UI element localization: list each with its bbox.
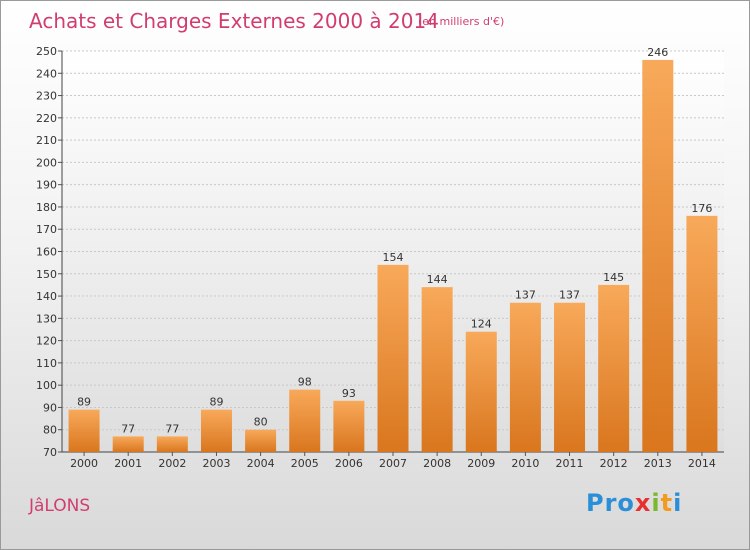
bar: [112, 436, 144, 452]
value-label: 77: [165, 422, 179, 435]
bar: [598, 284, 630, 452]
value-label: 246: [647, 46, 668, 59]
bar: [554, 302, 586, 452]
y-tick-label: 160: [36, 246, 57, 259]
y-tick-label: 170: [36, 223, 57, 236]
bar: [289, 389, 321, 452]
y-tick-label: 220: [36, 112, 57, 125]
value-label: 154: [383, 251, 404, 264]
x-tick-label: 2012: [600, 457, 628, 470]
y-tick-label: 90: [43, 401, 57, 414]
x-tick-label: 2009: [467, 457, 495, 470]
y-tick-label: 190: [36, 179, 57, 192]
y-tick-label: 180: [36, 201, 57, 214]
bar: [686, 215, 718, 452]
y-tick-label: 240: [36, 67, 57, 80]
value-label: 144: [427, 273, 448, 286]
bar: [377, 264, 409, 452]
x-tick-label: 2007: [379, 457, 407, 470]
x-tick-label: 2010: [511, 457, 539, 470]
x-tick-label: 2005: [291, 457, 319, 470]
bar: [465, 331, 497, 452]
y-tick-label: 230: [36, 90, 57, 103]
y-tick-label: 140: [36, 290, 57, 303]
x-tick-label: 2013: [644, 457, 672, 470]
value-label: 137: [515, 289, 536, 302]
chart-subtitle: (en milliers d'€): [418, 15, 505, 28]
bar: [333, 400, 365, 452]
bar: [509, 302, 541, 452]
value-label: 176: [691, 202, 712, 215]
logo-part-3: i: [651, 489, 661, 517]
y-tick-label: 70: [43, 446, 57, 459]
x-tick-label: 2014: [688, 457, 716, 470]
y-tick-label: 250: [36, 45, 57, 58]
x-tick-label: 2003: [202, 457, 230, 470]
y-tick-label: 80: [43, 424, 57, 437]
chart-title: Achats et Charges Externes 2000 à 2014: [29, 9, 439, 33]
x-tick-label: 2001: [114, 457, 142, 470]
y-tick-label: 110: [36, 357, 57, 370]
value-label: 145: [603, 271, 624, 284]
bar: [642, 59, 674, 453]
x-tick-label: 2004: [247, 457, 275, 470]
y-tick-label: 100: [36, 379, 57, 392]
y-tick-label: 210: [36, 134, 57, 147]
value-label: 137: [559, 289, 580, 302]
value-label: 93: [342, 387, 356, 400]
value-label: 124: [471, 318, 492, 331]
x-tick-label: 2002: [158, 457, 186, 470]
proxiti-logo: Proxiti: [586, 489, 682, 517]
bar: [68, 409, 100, 452]
logo-part-5: i: [673, 489, 683, 517]
logo-part-1: Pro: [586, 489, 635, 517]
value-label: 77: [121, 422, 135, 435]
value-label: 89: [77, 396, 91, 409]
x-tick-label: 2000: [70, 457, 98, 470]
value-label: 98: [298, 376, 312, 389]
logo-part-2: x: [634, 489, 652, 517]
x-tick-label: 2006: [335, 457, 363, 470]
x-tick-label: 2008: [423, 457, 451, 470]
value-label: 80: [254, 416, 268, 429]
commune-name: JâLONS: [29, 496, 91, 516]
x-tick-label: 2011: [556, 457, 584, 470]
bar: [421, 287, 453, 452]
y-tick-label: 150: [36, 268, 57, 281]
y-tick-label: 120: [36, 335, 57, 348]
value-label: 89: [209, 396, 223, 409]
bar: [200, 409, 232, 452]
y-tick-label: 130: [36, 312, 57, 325]
logo-part-4: t: [660, 489, 674, 517]
y-tick-label: 200: [36, 156, 57, 169]
bar: [245, 429, 277, 452]
bar: [156, 436, 188, 452]
